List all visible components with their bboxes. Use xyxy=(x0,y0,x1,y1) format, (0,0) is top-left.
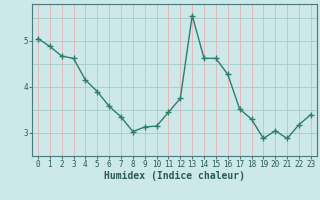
X-axis label: Humidex (Indice chaleur): Humidex (Indice chaleur) xyxy=(104,171,245,181)
